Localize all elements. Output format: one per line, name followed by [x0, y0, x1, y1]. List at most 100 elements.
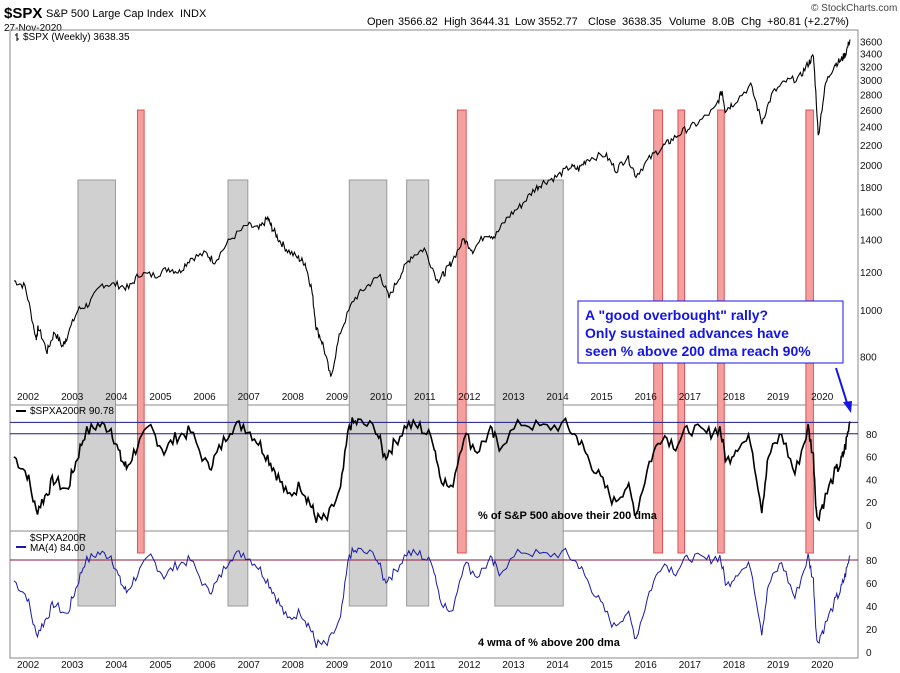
price-x-tick: 2006: [193, 392, 216, 403]
wma-x-tick: 2006: [193, 660, 216, 671]
price-y-tick: 2000: [860, 161, 883, 172]
price-x-tick: 2019: [767, 392, 790, 403]
price-y-tick: 1600: [860, 208, 883, 219]
index-name: S&P 500 Large Cap Index: [46, 8, 174, 20]
wma-x-tick: 2004: [105, 660, 128, 671]
price-x-tick: 2013: [502, 392, 525, 403]
volume-label: Volume: [669, 16, 706, 28]
pct-layer: [13, 416, 851, 523]
open-value: 3566.82: [398, 16, 438, 28]
price-x-tick: 2004: [105, 392, 128, 403]
wma-y-tick: 40: [866, 602, 878, 613]
wma-y-tick: 60: [866, 579, 878, 590]
open-label: Open: [367, 16, 394, 28]
gray-zone-2: [348, 179, 388, 607]
annotation-box: [577, 300, 844, 364]
high-label: High: [444, 16, 467, 28]
wma-x-tick: 2016: [635, 660, 658, 671]
price-y-tick: 1200: [860, 268, 883, 279]
close-value: 3638.35: [622, 16, 662, 28]
price-y-tick: 2200: [860, 141, 883, 152]
price-y-tick: 3600: [860, 38, 883, 49]
price-x-tick: 2015: [591, 392, 614, 403]
annotation-line-2: Only sustained advances have: [585, 325, 789, 341]
pct-legend-text: $SPXA200R 90.78: [30, 406, 114, 417]
price-x-tick: 2010: [370, 392, 393, 403]
wma-line: [13, 546, 851, 649]
wma-legend-text2: MA(4) 84.00: [30, 543, 85, 554]
price-x-tick: 2002: [17, 392, 40, 403]
pct-y-tick: 40: [866, 475, 878, 486]
price-x-tick: 2007: [238, 392, 261, 403]
pct-y-tick: 80: [866, 430, 878, 441]
price-y-tick: 3000: [860, 76, 883, 87]
wma-x-tick: 2008: [282, 660, 305, 671]
wma-x-tick: 2009: [326, 660, 349, 671]
high-value: 3644.31: [470, 16, 510, 28]
price-y-tick: 2800: [860, 90, 883, 101]
pct-above-200dma-line: [13, 416, 851, 523]
wma-x-tick: 2014: [546, 660, 569, 671]
price-x-tick: 2003: [61, 392, 84, 403]
wma-layer: [13, 546, 851, 649]
price-x-tick: 2018: [723, 392, 746, 403]
price-y-tick: 3400: [860, 50, 883, 61]
price-x-tick: 2008: [282, 392, 305, 403]
price-legend-text: $SPX (Weekly) 3638.35: [23, 32, 130, 43]
wma-legend-text: $SPXA200R: [30, 533, 86, 544]
ohlc-readout: Open 3566.82 High 3644.31 Low 3552.77 Cl…: [367, 16, 849, 28]
volume-value: 8.0B: [712, 16, 735, 28]
price-y-tick: 1000: [860, 306, 883, 317]
date-label: 27-Nov-2020: [4, 23, 62, 34]
spx-price-line: [13, 39, 851, 377]
price-x-tick: 2020: [811, 392, 834, 403]
wma-x-tick: 2002: [17, 660, 40, 671]
wma-panel-frame: [9, 530, 859, 659]
wma-x-tick: 2003: [61, 660, 84, 671]
exchange-label: INDX: [180, 8, 207, 20]
price-x-tick: 2017: [679, 392, 702, 403]
price-y-tick: 2400: [860, 123, 883, 134]
pct-panel-annotation: % of S&P 500 above their 200 dma: [478, 510, 658, 522]
annotation-arrow: [835, 367, 852, 413]
price-x-tick: 2014: [546, 392, 569, 403]
symbol-label: $SPX: [4, 5, 42, 22]
axis-labels: 2002200220032003200420042005200520062006…: [17, 38, 883, 671]
gray-zone-0: [77, 179, 116, 607]
chg-value: +80.81 (+2.27%): [767, 16, 849, 28]
annotation-line-3: seen % above 200 dma reach 90%: [585, 343, 811, 359]
wma-panel-annotation: 4 wma of % above 200 dma: [478, 637, 621, 649]
stockcharts-watermark: © StockCharts.com: [811, 3, 897, 14]
gray-zone-1: [227, 179, 249, 607]
close-label: Close: [588, 16, 616, 28]
wma-x-tick: 2011: [414, 660, 436, 671]
red-zone-1: [456, 109, 467, 554]
wma-legend: $SPXA200R MA(4) 84.00: [16, 533, 86, 554]
wma-y-tick: 80: [866, 556, 878, 567]
wma-y-tick: 20: [866, 625, 878, 636]
wma-x-tick: 2015: [591, 660, 614, 671]
price-y-tick: 1400: [860, 236, 883, 247]
wma-x-tick: 2017: [679, 660, 702, 671]
wma-x-tick: 2005: [149, 660, 172, 671]
wma-y-tick: 0: [866, 648, 872, 659]
pct-y-tick: 0: [866, 521, 872, 532]
wma-x-tick: 2013: [502, 660, 525, 671]
price-x-tick: 2005: [149, 392, 172, 403]
price-x-tick: 2016: [635, 392, 658, 403]
low-label: Low: [515, 16, 535, 28]
price-y-tick: 800: [860, 353, 877, 364]
annotation-line-1: A "good overbought" rally?: [585, 307, 768, 323]
gray-zone-3: [406, 179, 430, 607]
wma-x-tick: 2020: [811, 660, 834, 671]
wma-x-tick: 2010: [370, 660, 393, 671]
low-value: 3552.77: [538, 16, 578, 28]
pct-legend: $SPXA200R 90.78: [16, 406, 114, 417]
price-layer: [13, 39, 851, 377]
price-y-tick: 1800: [860, 183, 883, 194]
price-x-tick: 2012: [458, 392, 481, 403]
wma-x-tick: 2019: [767, 660, 790, 671]
pct-y-tick: 20: [866, 498, 878, 509]
chg-label: Chg: [741, 16, 761, 28]
